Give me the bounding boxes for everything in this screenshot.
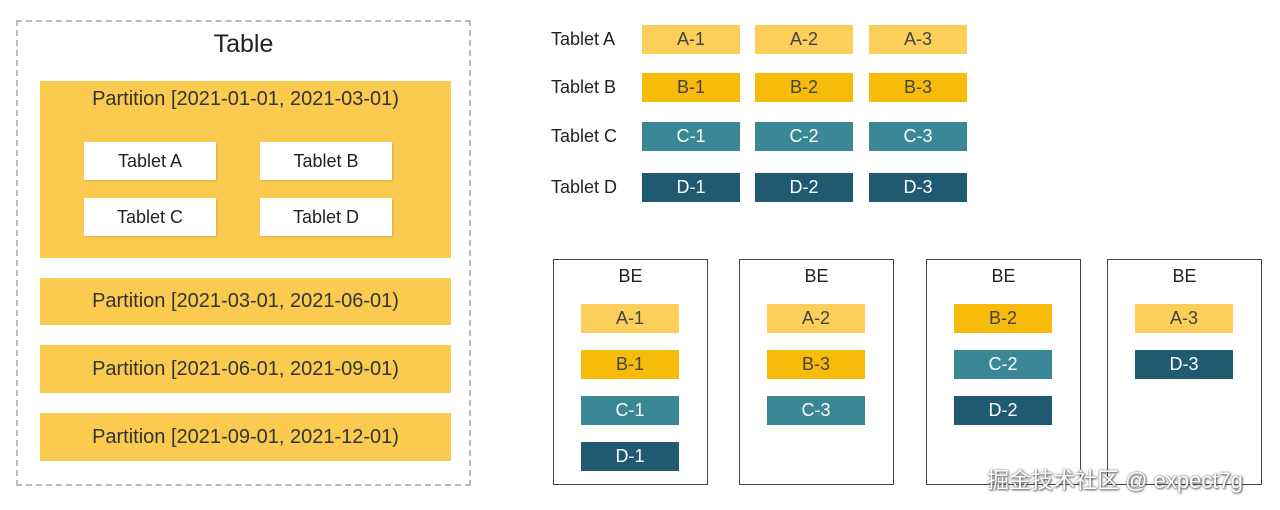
replica: D-3 — [869, 173, 967, 202]
replica: C-2 — [954, 350, 1052, 379]
replica: D-3 — [1135, 350, 1233, 379]
be-node — [739, 259, 894, 485]
be-node — [1107, 259, 1262, 485]
tablet-box: Tablet A — [84, 142, 216, 180]
replica: A-1 — [642, 25, 740, 54]
replica: D-1 — [642, 173, 740, 202]
tablet-row-label: Tablet D — [551, 176, 618, 197]
watermark: 掘金技术社区 @ expect7g — [987, 468, 1243, 493]
replica: B-3 — [869, 73, 967, 102]
replica: C-3 — [767, 396, 865, 425]
replica: B-2 — [954, 304, 1052, 333]
partition — [40, 413, 451, 461]
partition-label: Partition [2021-06-01, 2021-09-01) — [92, 357, 399, 380]
tablet-box: Tablet B — [260, 142, 392, 180]
tablet-box: Tablet C — [84, 198, 216, 236]
partition-label: Partition [2021-03-01, 2021-06-01) — [92, 290, 399, 312]
be-title: BE — [991, 265, 1016, 286]
be-title: BE — [1172, 265, 1197, 286]
replica: B-1 — [581, 350, 679, 379]
be-title: BE — [618, 265, 643, 286]
partition-label: Partition [2021-01-01, 2021-03-01) — [92, 87, 399, 110]
replica: A-1 — [581, 304, 679, 333]
replica: B-1 — [642, 73, 740, 102]
replica: C-3 — [869, 122, 967, 151]
tablet-row-label: Tablet A — [551, 28, 616, 49]
tablet-row-label: Tablet C — [551, 125, 618, 146]
table-title: Table — [213, 29, 274, 58]
replica: C-1 — [642, 122, 740, 151]
partition — [40, 278, 451, 325]
replica: A-2 — [755, 25, 853, 54]
replica: C-1 — [581, 396, 679, 425]
replica: C-2 — [755, 122, 853, 151]
partition — [40, 345, 451, 393]
be-title: BE — [804, 265, 829, 286]
replica: D-1 — [581, 442, 679, 471]
be-node — [926, 259, 1081, 485]
replica: D-2 — [954, 396, 1052, 425]
be-node — [553, 259, 708, 485]
tablet-row-label: Tablet B — [551, 76, 617, 97]
table-box — [16, 20, 471, 486]
replica: B-2 — [755, 73, 853, 102]
replica: A-2 — [767, 304, 865, 333]
replica: B-3 — [767, 350, 865, 379]
replica: D-2 — [755, 173, 853, 202]
partition-label: Partition [2021-09-01, 2021-12-01) — [92, 425, 399, 448]
replica: A-3 — [1135, 304, 1233, 333]
replica: A-3 — [869, 25, 967, 54]
tablet-box: Tablet D — [260, 198, 392, 236]
